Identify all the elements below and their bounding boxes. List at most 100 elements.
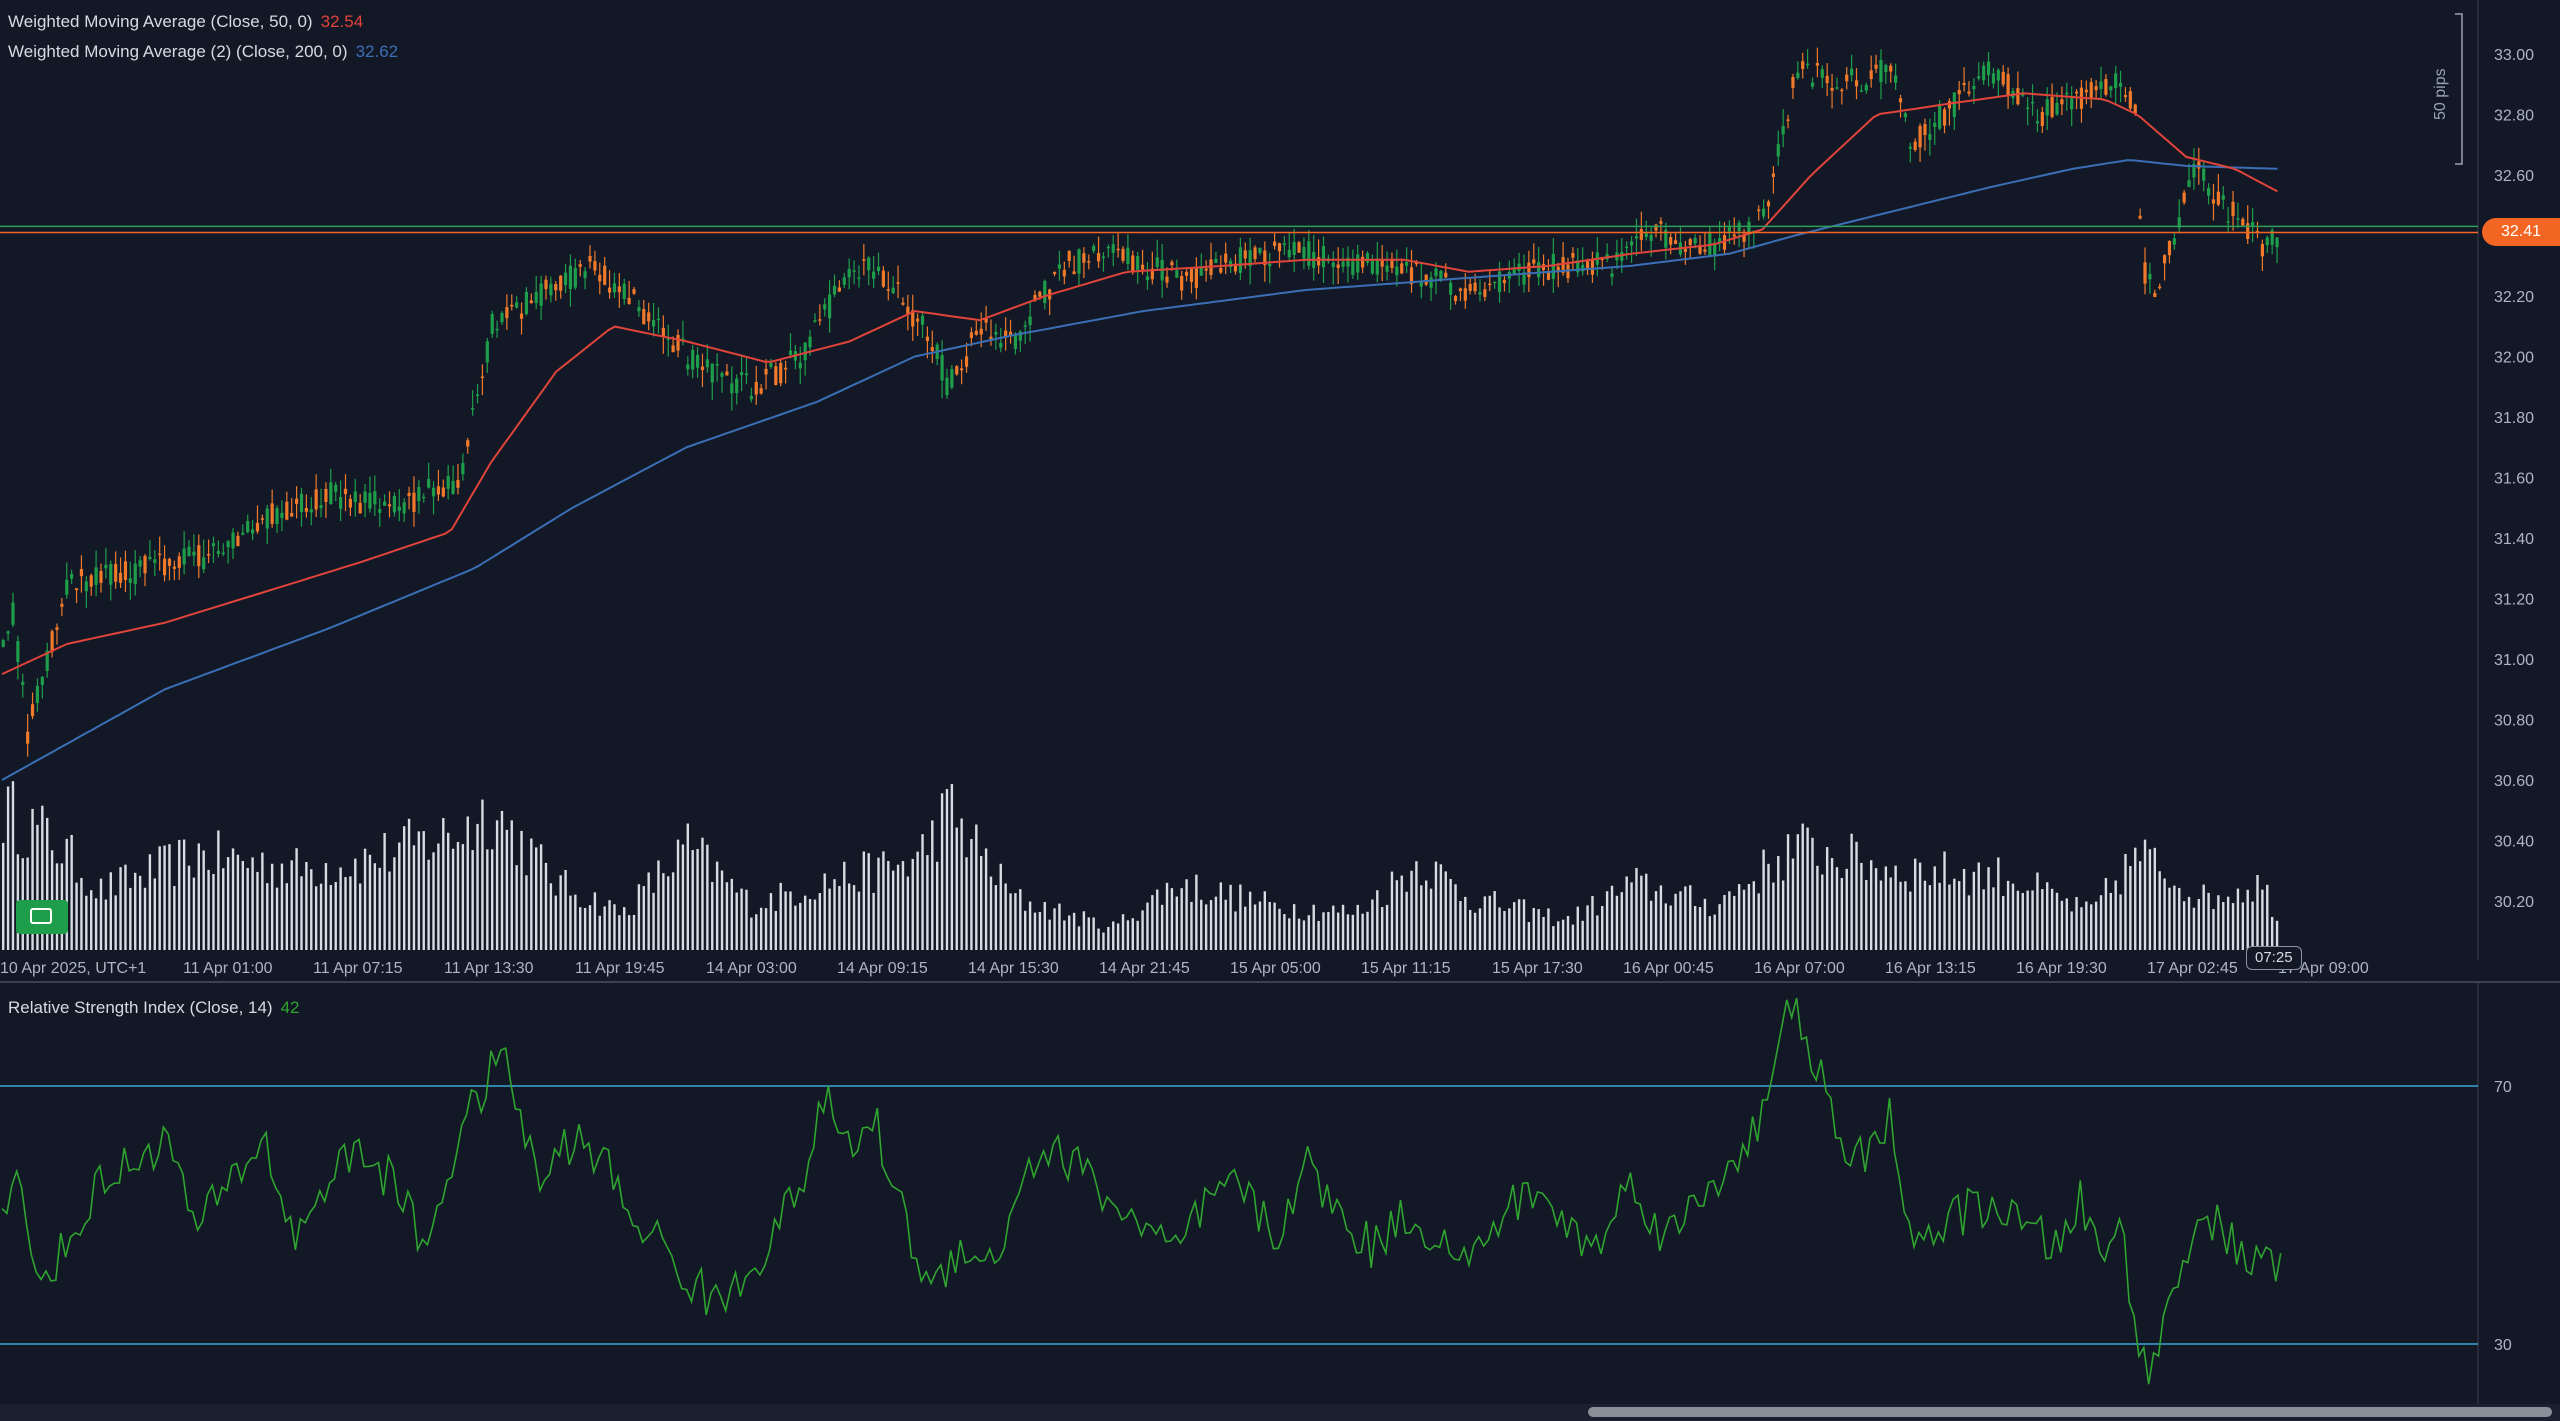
- candle-body: [216, 551, 220, 554]
- candle-body: [1703, 249, 1707, 252]
- candle-body: [1884, 65, 1888, 73]
- candle-body: [26, 731, 30, 744]
- candle-body: [1067, 251, 1071, 261]
- volume-bar: [1718, 904, 1721, 950]
- volume-bar: [950, 783, 954, 950]
- candle-body: [1810, 82, 1815, 87]
- volume-bar: [715, 861, 719, 950]
- candle-body: [1629, 241, 1634, 246]
- candle-body: [1673, 240, 1678, 244]
- candle-body: [769, 362, 773, 367]
- candle-body: [1096, 253, 1101, 262]
- volume-bar: [305, 861, 308, 950]
- candle-body: [588, 255, 592, 262]
- volume-bar: [1933, 866, 1936, 950]
- volume-bar: [300, 876, 303, 950]
- candle-body: [1571, 253, 1575, 258]
- candle-body: [1184, 271, 1189, 276]
- candle-body: [1669, 237, 1673, 245]
- volume-bar: [1762, 849, 1765, 950]
- volume-bar: [246, 867, 249, 950]
- volume-bar: [495, 820, 499, 950]
- candle-body: [1116, 248, 1120, 251]
- volume-bar: [769, 893, 773, 950]
- volume-bar: [1982, 889, 1985, 950]
- candle-body: [1199, 267, 1203, 276]
- candle-body: [1879, 59, 1883, 83]
- wma200-line: [1, 159, 2278, 781]
- volume-bar: [1410, 870, 1413, 950]
- candle-body: [378, 509, 382, 513]
- candle-body: [2255, 230, 2260, 233]
- candle-body: [720, 373, 724, 377]
- candle-body: [1727, 225, 1731, 232]
- volume-bar: [1508, 908, 1511, 950]
- volume-bar: [1527, 922, 1531, 950]
- volume-bar: [1703, 898, 1707, 950]
- volume-bar: [1742, 889, 1746, 950]
- candle-body: [1986, 61, 1991, 76]
- candle-body: [1224, 253, 1228, 263]
- candle-body: [1933, 122, 1937, 127]
- volume-bar: [1909, 891, 1912, 950]
- volume-bar: [1121, 914, 1125, 950]
- candle-body: [407, 492, 411, 497]
- time-tick-label: 11 Apr 13:30: [444, 960, 534, 977]
- volume-bar: [104, 899, 108, 950]
- candle-body: [1429, 277, 1433, 288]
- candle-body: [1537, 262, 1541, 278]
- volume-bar: [1327, 911, 1330, 950]
- volume-bar: [1214, 896, 1218, 950]
- volume-bar: [192, 877, 196, 950]
- volume-bar: [1082, 911, 1086, 950]
- volume-bar: [945, 789, 949, 950]
- candle-body: [1982, 65, 1986, 81]
- candle-body: [749, 395, 753, 400]
- candle-body: [6, 631, 10, 634]
- volume-bar: [828, 888, 831, 950]
- volume-bar: [1498, 907, 1501, 950]
- candle-body: [1977, 76, 1981, 79]
- volume-bar: [2070, 911, 2073, 950]
- volume-bar: [1019, 889, 1022, 950]
- candle-body: [2211, 199, 2216, 204]
- candle-body: [1742, 234, 1746, 242]
- volume-bar: [1640, 875, 1643, 950]
- candle-body: [211, 543, 216, 547]
- horizontal-scrollbar-thumb[interactable]: [1588, 1407, 2552, 1417]
- candle-body: [1008, 331, 1013, 337]
- candle-body: [1204, 268, 1208, 271]
- volume-bar: [407, 818, 411, 950]
- volume-bar: [2065, 898, 2068, 950]
- volume-bar: [1420, 885, 1423, 950]
- candle-body: [133, 563, 137, 585]
- candle-body: [779, 363, 783, 384]
- wma200-legend-label: Weighted Moving Average (2) (Close, 200,…: [8, 42, 348, 61]
- candle-body: [1967, 91, 1971, 94]
- volume-bar: [1278, 908, 1281, 950]
- currency-toggle-button[interactable]: [16, 900, 68, 934]
- volume-bar: [862, 851, 866, 950]
- volume-bar: [1987, 867, 1990, 950]
- volume-bar: [935, 861, 939, 950]
- price-tick-label: 33.00: [2494, 47, 2534, 64]
- volume-bar: [1390, 871, 1394, 950]
- volume-bar: [2006, 880, 2010, 950]
- volume-bar: [1811, 837, 1814, 950]
- candle-body: [177, 556, 181, 568]
- volume-bar: [2241, 902, 2245, 950]
- volume-bar: [1517, 899, 1521, 950]
- volume-bar: [451, 848, 455, 950]
- candle-body: [1238, 247, 1242, 273]
- candle-body: [118, 572, 123, 583]
- candle-body: [206, 553, 211, 556]
- volume-bar: [1112, 921, 1115, 950]
- candle-body: [519, 313, 524, 319]
- volume-bar: [989, 876, 993, 950]
- volume-bar: [1180, 888, 1183, 950]
- volume-bar: [1928, 885, 1932, 950]
- candle-body: [994, 331, 998, 335]
- candle-body: [1434, 268, 1438, 277]
